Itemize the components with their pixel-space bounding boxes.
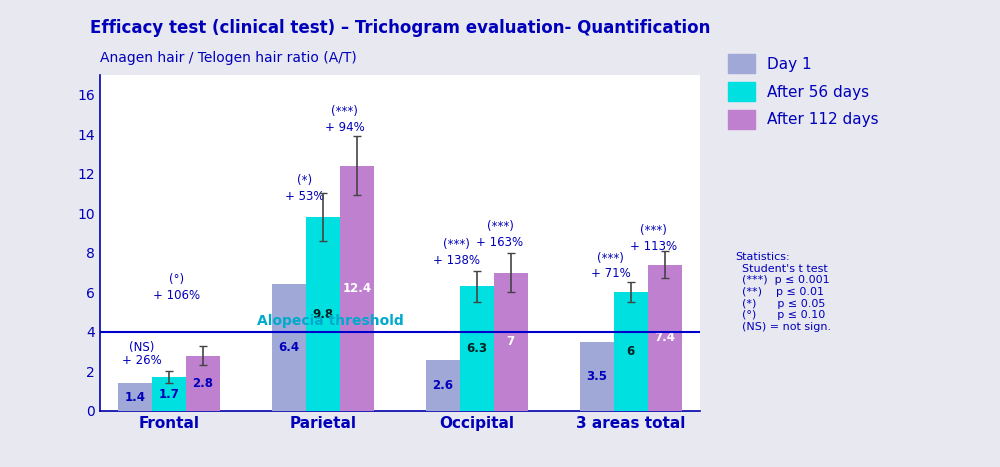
Legend: Day 1, After 56 days, After 112 days: Day 1, After 56 days, After 112 days — [728, 54, 879, 128]
Text: (°): (°) — [169, 273, 184, 286]
Bar — [426, 360, 460, 411]
Bar — [494, 273, 528, 411]
Text: + 113%: + 113% — [630, 240, 677, 253]
Bar — [580, 342, 614, 411]
Text: 12.4: 12.4 — [342, 282, 371, 295]
Text: (***): (***) — [597, 252, 624, 265]
Bar — [340, 166, 374, 411]
Bar — [460, 286, 494, 411]
Text: Efficacy test (clinical test) – Trichogram evaluation- Quantification: Efficacy test (clinical test) – Trichogr… — [90, 19, 710, 37]
Text: 6: 6 — [627, 345, 635, 358]
Text: (***): (***) — [331, 105, 358, 118]
Text: 3.5: 3.5 — [586, 370, 607, 383]
Text: 2.6: 2.6 — [433, 379, 454, 392]
Text: Anagen hair / Telogen hair ratio (A/T): Anagen hair / Telogen hair ratio (A/T) — [100, 51, 357, 65]
Bar — [614, 292, 648, 411]
Text: (NS): (NS) — [129, 340, 154, 354]
Text: 2.8: 2.8 — [193, 377, 214, 390]
Text: + 106%: + 106% — [153, 289, 200, 302]
Text: 1.4: 1.4 — [125, 390, 146, 403]
Bar — [648, 265, 682, 411]
Text: + 138%: + 138% — [433, 254, 480, 267]
Text: 6.4: 6.4 — [279, 341, 300, 354]
Text: + 94%: + 94% — [325, 121, 364, 134]
Text: + 163%: + 163% — [476, 236, 524, 249]
Text: 7: 7 — [507, 335, 515, 348]
Text: 6.3: 6.3 — [466, 342, 487, 355]
Text: (***): (***) — [443, 238, 470, 251]
Text: 7.4: 7.4 — [654, 331, 675, 344]
Bar — [118, 383, 152, 411]
Text: (***): (***) — [640, 224, 667, 237]
Text: 9.8: 9.8 — [313, 308, 334, 320]
Text: + 71%: + 71% — [591, 268, 631, 280]
Text: Statistics:
  Student's t test
  (***)  p ≤ 0.001
  (**)    p ≤ 0.01
  (*)      : Statistics: Student's t test (***) p ≤ 0… — [735, 252, 831, 332]
Text: + 53%: + 53% — [285, 190, 324, 203]
Text: (*): (*) — [297, 175, 312, 187]
Text: + 26%: + 26% — [122, 354, 161, 368]
Text: Alopecia threshold: Alopecia threshold — [257, 314, 404, 328]
Bar — [272, 284, 306, 411]
Bar — [152, 377, 186, 411]
Text: 1.7: 1.7 — [159, 388, 180, 401]
Bar — [306, 217, 340, 411]
Text: (***): (***) — [487, 220, 513, 233]
Bar — [186, 355, 220, 411]
